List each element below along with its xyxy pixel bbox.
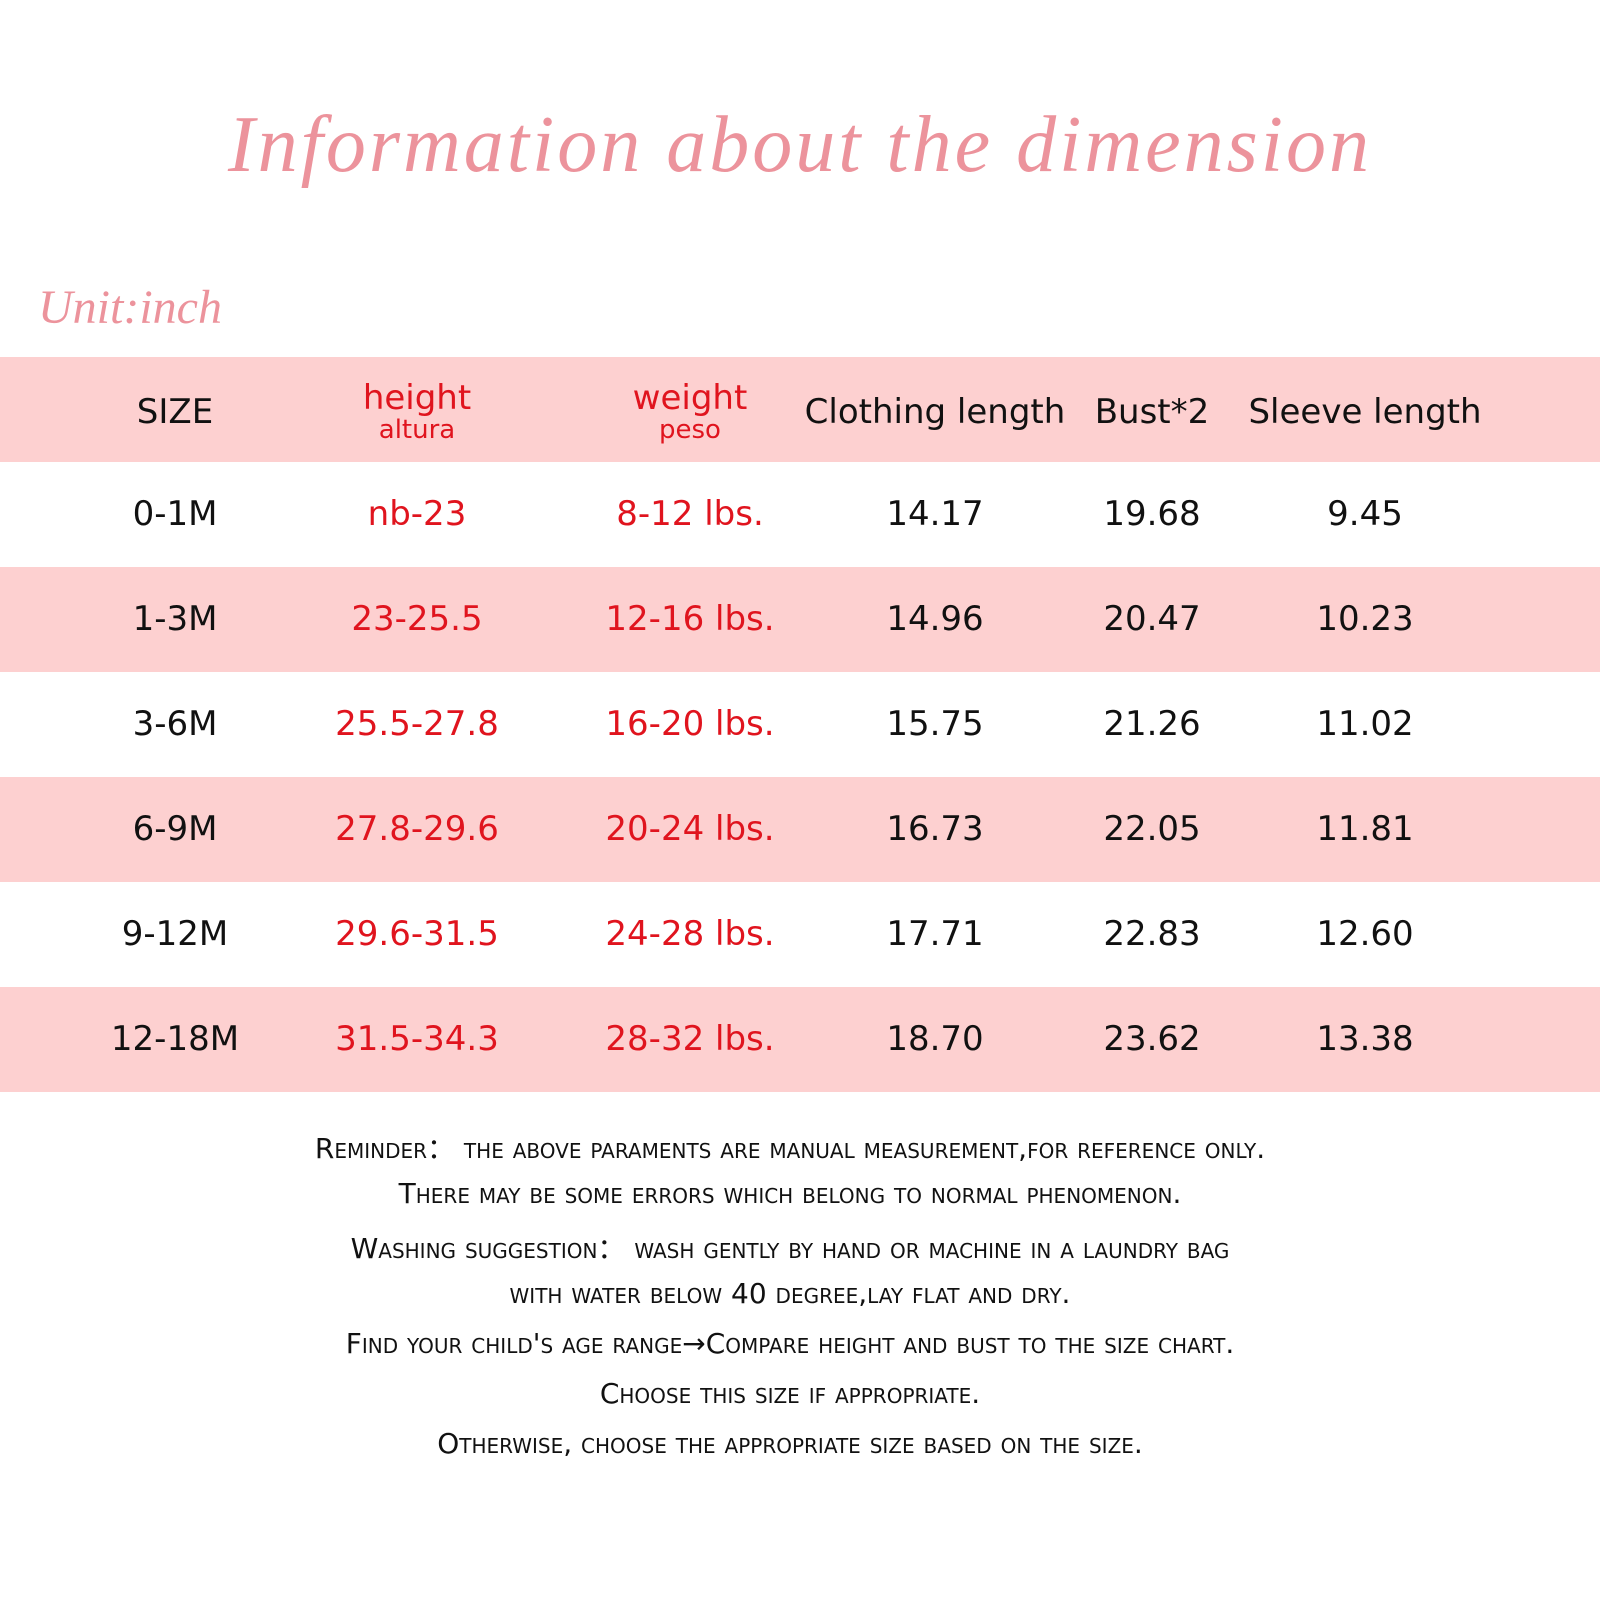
header-label: Sleeve length — [1248, 392, 1482, 432]
table-cell: 11.02 — [1316, 704, 1414, 744]
table-cell: 25.5-27.8 — [335, 704, 499, 744]
table-cell: 13.38 — [1316, 1019, 1414, 1059]
table-cell: nb-23 — [367, 494, 467, 534]
row-band — [0, 987, 1600, 1092]
note-line: Reminder： the above paraments are manual… — [314, 1132, 1266, 1165]
header-sublabel: peso — [659, 415, 721, 445]
table-cell: 23.62 — [1103, 1019, 1201, 1059]
table-cell: 9-12M — [121, 914, 229, 954]
table-cell: 19.68 — [1103, 494, 1201, 534]
header-label: Bust*2 — [1094, 392, 1210, 432]
table-cell: 11.81 — [1316, 809, 1414, 849]
table-cell: 6-9M — [132, 809, 218, 849]
table-cell: 8-12 lbs. — [616, 494, 764, 534]
table-cell: 28-32 lbs. — [605, 1019, 775, 1059]
table-cell: 15.75 — [886, 704, 984, 744]
note-line: with water below 40 degree,lay flat and … — [509, 1277, 1071, 1310]
header-sublabel: altura — [378, 415, 456, 445]
header-label: Clothing length — [804, 392, 1066, 432]
table-cell: 20-24 lbs. — [605, 809, 775, 849]
table-cell: 22.05 — [1103, 809, 1201, 849]
table-cell: 12-18M — [110, 1019, 240, 1059]
column-header: weight peso — [540, 379, 840, 443]
note-line: Choose this size if appropriate. — [599, 1377, 981, 1410]
column-header: Bust*2 — [1002, 393, 1302, 431]
table-cell: 10.23 — [1316, 599, 1414, 639]
table-cell: 24-28 lbs. — [605, 914, 775, 954]
table-cell: 1-3M — [132, 599, 218, 639]
header-label: weight — [632, 378, 748, 418]
table-cell: 14.96 — [886, 599, 984, 639]
row-band — [0, 777, 1600, 882]
column-header: Clothing length — [785, 393, 1085, 431]
table-cell: 27.8-29.6 — [335, 809, 499, 849]
table-cell: 14.17 — [886, 494, 984, 534]
row-band — [0, 567, 1600, 672]
table-cell: 3-6M — [132, 704, 218, 744]
table-cell: 9.45 — [1327, 494, 1403, 534]
table-cell: 17.71 — [886, 914, 984, 954]
header-band — [0, 357, 1600, 462]
table-cell: 16.73 — [886, 809, 984, 849]
table-cell: 23-25.5 — [351, 599, 483, 639]
note-line: Washing suggestion： wash gently by hand … — [350, 1232, 1230, 1265]
table-cell: 29.6-31.5 — [335, 914, 499, 954]
note-line: Find your child's age range→Compare heig… — [345, 1327, 1235, 1360]
header-label: height — [362, 378, 472, 418]
table-cell: 0-1M — [132, 494, 218, 534]
table-cell: 21.26 — [1103, 704, 1201, 744]
table-cell: 18.70 — [886, 1019, 984, 1059]
table-cell: 12.60 — [1316, 914, 1414, 954]
header-label: SIZE — [136, 392, 214, 432]
column-header: Sleeve length — [1215, 393, 1515, 431]
table-cell: 22.83 — [1103, 914, 1201, 954]
table-cell: 20.47 — [1103, 599, 1201, 639]
column-header: SIZE — [25, 393, 325, 431]
unit: Unit:inch — [38, 281, 222, 334]
table-cell: 12-16 lbs. — [605, 599, 775, 639]
note-line: Otherwise, choose the appropriate size b… — [437, 1427, 1143, 1460]
title: Information about the dimension — [227, 101, 1373, 189]
table-cell: 31.5-34.3 — [335, 1019, 499, 1059]
note-line: There may be some errors which belong to… — [398, 1177, 1182, 1210]
column-header: height altura — [267, 379, 567, 443]
table-cell: 16-20 lbs. — [605, 704, 775, 744]
